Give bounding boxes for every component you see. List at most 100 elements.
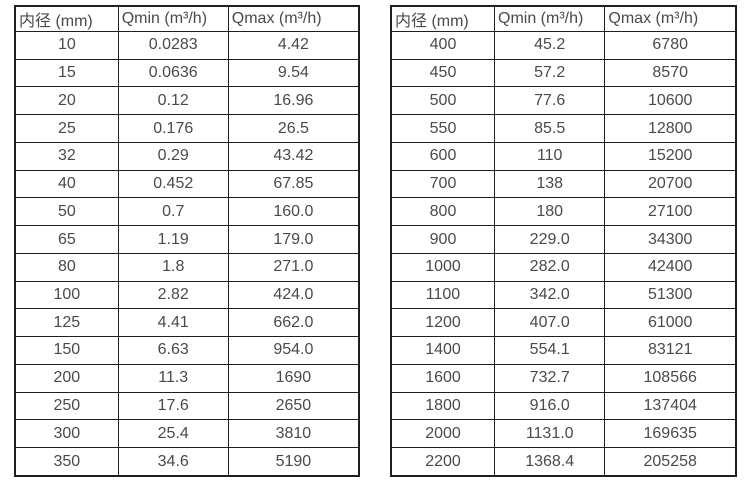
cell-qmin: 6.63 <box>117 336 229 365</box>
cell-qmax: 424.0 <box>227 280 360 310</box>
cell-qmax: 954.0 <box>227 336 360 365</box>
cell-qmin: 138 <box>493 169 606 199</box>
cell-diameter: 550 <box>390 114 495 143</box>
cell-diameter: 1600 <box>390 363 495 393</box>
table-row: 350 34.6 5190 <box>14 447 360 477</box>
cell-diameter: 50 <box>14 197 119 227</box>
header-row: 内径 (mm) Qmin (m³/h) Qmax (m³/h) <box>390 5 737 32</box>
cell-diameter: 450 <box>390 58 495 88</box>
cell-qmax: 83121 <box>604 336 737 365</box>
cell-qmax: 12800 <box>604 114 737 143</box>
table-row: 125 4.41 662.0 <box>14 308 360 338</box>
cell-qmax: 34300 <box>604 225 737 254</box>
header-qmin: Qmin (m³/h) <box>117 5 229 32</box>
cell-diameter: 700 <box>390 169 495 199</box>
cell-qmax: 61000 <box>604 308 737 338</box>
cell-diameter: 1400 <box>390 336 495 365</box>
table-row: 700 138 20700 <box>390 169 737 199</box>
cell-qmin: 180 <box>493 197 606 227</box>
cell-qmin: 25.4 <box>117 419 229 449</box>
cell-qmin: 732.7 <box>493 363 606 393</box>
table-row: 1000 282.0 42400 <box>390 252 737 282</box>
cell-qmin: 34.6 <box>117 447 229 477</box>
cell-qmax: 8570 <box>604 58 737 88</box>
table-row: 550 85.5 12800 <box>390 114 737 143</box>
cell-qmin: 77.6 <box>493 86 606 116</box>
cell-diameter: 2200 <box>390 447 495 477</box>
cell-qmin: 2.82 <box>117 280 229 310</box>
cell-diameter: 65 <box>14 225 119 254</box>
cell-diameter: 300 <box>14 419 119 449</box>
cell-qmax: 662.0 <box>227 308 360 338</box>
cell-diameter: 80 <box>14 252 119 282</box>
table-row: 50 0.7 160.0 <box>14 197 360 227</box>
header-qmax: Qmax (m³/h) <box>227 5 360 32</box>
cell-qmin: 1131.0 <box>493 419 606 449</box>
cell-qmin: 110 <box>493 141 606 171</box>
cell-qmax: 160.0 <box>227 197 360 227</box>
cell-qmax: 3810 <box>227 419 360 449</box>
cell-diameter: 10 <box>14 31 119 60</box>
cell-qmax: 26.5 <box>227 114 360 143</box>
table-row: 80 1.8 271.0 <box>14 252 360 282</box>
cell-diameter: 900 <box>390 225 495 254</box>
cell-qmax: 5190 <box>227 447 360 477</box>
cell-diameter: 125 <box>14 308 119 338</box>
header-qmin: Qmin (m³/h) <box>493 5 606 32</box>
cell-qmin: 0.0283 <box>117 31 229 60</box>
table-row: 2200 1368.4 205258 <box>390 447 737 477</box>
cell-qmin: 0.0636 <box>117 58 229 88</box>
cell-qmin: 1.19 <box>117 225 229 254</box>
cell-qmin: 0.7 <box>117 197 229 227</box>
cell-qmax: 6780 <box>604 31 737 60</box>
cell-qmin: 407.0 <box>493 308 606 338</box>
cell-qmin: 4.41 <box>117 308 229 338</box>
table-row: 400 45.2 6780 <box>390 31 737 60</box>
cell-diameter: 32 <box>14 141 119 171</box>
cell-qmin: 57.2 <box>493 58 606 88</box>
cell-diameter: 100 <box>14 280 119 310</box>
cell-qmin: 0.176 <box>117 114 229 143</box>
cell-qmin: 916.0 <box>493 391 606 421</box>
table-row: 2000 1131.0 169635 <box>390 419 737 449</box>
table-row: 65 1.19 179.0 <box>14 225 360 254</box>
cell-qmin: 45.2 <box>493 31 606 60</box>
cell-qmax: 4.42 <box>227 31 360 60</box>
cell-qmin: 0.452 <box>117 169 229 199</box>
cell-qmin: 1.8 <box>117 252 229 282</box>
cell-diameter: 1000 <box>390 252 495 282</box>
cell-qmax: 10600 <box>604 86 737 116</box>
cell-diameter: 1100 <box>390 280 495 310</box>
cell-diameter: 200 <box>14 363 119 393</box>
table-row: 25 0.176 26.5 <box>14 114 360 143</box>
cell-diameter: 600 <box>390 141 495 171</box>
cell-diameter: 400 <box>390 31 495 60</box>
cell-qmax: 169635 <box>604 419 737 449</box>
cell-qmin: 17.6 <box>117 391 229 421</box>
table-row: 10 0.0283 4.42 <box>14 31 360 60</box>
cell-qmax: 9.54 <box>227 58 360 88</box>
cell-qmax: 67.85 <box>227 169 360 199</box>
cell-qmax: 108566 <box>604 363 737 393</box>
table-row: 1400 554.1 83121 <box>390 336 737 365</box>
table-row: 20 0.12 16.96 <box>14 86 360 116</box>
header-qmax: Qmax (m³/h) <box>604 5 737 32</box>
cell-qmin: 282.0 <box>493 252 606 282</box>
cell-qmax: 20700 <box>604 169 737 199</box>
header-diameter: 内径 (mm) <box>14 5 119 32</box>
cell-qmin: 554.1 <box>493 336 606 365</box>
table-row: 40 0.452 67.85 <box>14 169 360 199</box>
cell-qmax: 42400 <box>604 252 737 282</box>
table-row: 450 57.2 8570 <box>390 58 737 88</box>
flow-table-large-diameters: 内径 (mm) Qmin (m³/h) Qmax (m³/h) 400 45.2 6… <box>390 5 737 477</box>
cell-diameter: 350 <box>14 447 119 477</box>
flow-table-small-diameters: 内径 (mm) Qmin (m³/h) Qmax (m³/h) 10 0.0283… <box>14 5 360 477</box>
cell-qmax: 27100 <box>604 197 737 227</box>
cell-diameter: 800 <box>390 197 495 227</box>
cell-diameter: 25 <box>14 114 119 143</box>
cell-qmax: 205258 <box>604 447 737 477</box>
cell-qmax: 43.42 <box>227 141 360 171</box>
cell-diameter: 1200 <box>390 308 495 338</box>
header-row: 内径 (mm) Qmin (m³/h) Qmax (m³/h) <box>14 5 360 32</box>
